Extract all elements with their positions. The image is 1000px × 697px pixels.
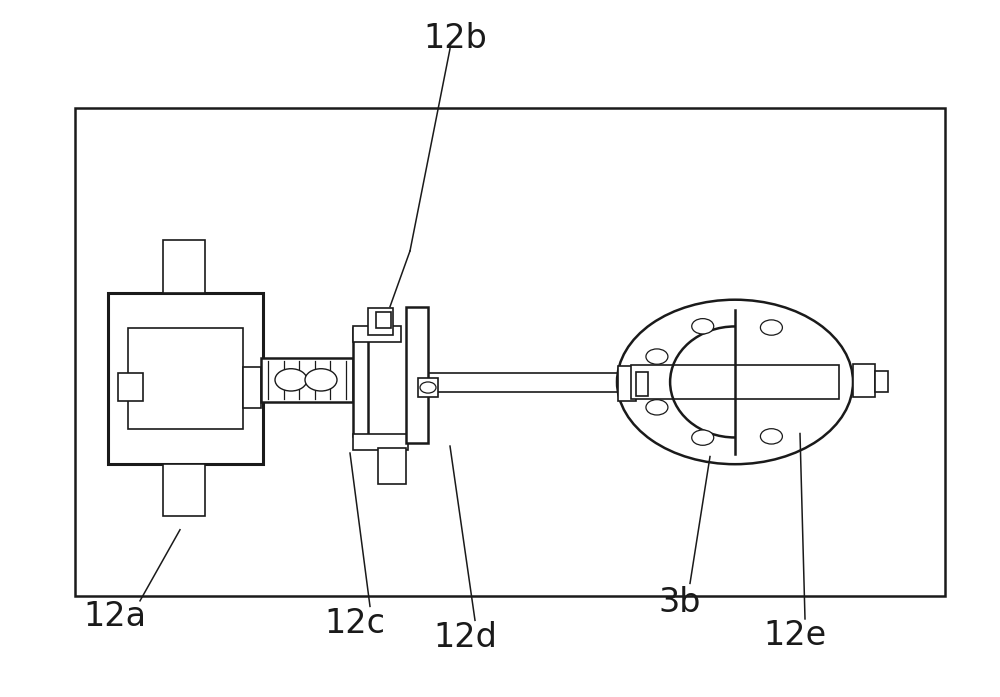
Bar (75, 108, 945, 596)
Circle shape (617, 300, 853, 464)
Text: 12c: 12c (324, 607, 386, 641)
Bar (243, 367, 261, 408)
Bar (418, 378, 438, 397)
Bar (631, 365, 839, 399)
Circle shape (692, 430, 714, 445)
Bar (376, 312, 391, 328)
Bar (406, 307, 428, 443)
Circle shape (646, 349, 668, 365)
Bar (853, 364, 875, 397)
Bar (353, 326, 401, 342)
Bar (353, 328, 368, 436)
Bar (108, 293, 263, 464)
Circle shape (275, 369, 307, 391)
Bar (163, 464, 205, 516)
Circle shape (760, 429, 782, 444)
Text: 12b: 12b (423, 22, 487, 55)
Text: 12d: 12d (433, 621, 497, 654)
Circle shape (760, 320, 782, 335)
Bar (163, 240, 205, 293)
Bar (128, 328, 243, 429)
Bar (618, 366, 636, 401)
Bar (368, 308, 393, 335)
Circle shape (420, 382, 436, 393)
Bar (353, 434, 408, 450)
Circle shape (305, 369, 337, 391)
Bar (261, 358, 353, 402)
Text: 12a: 12a (84, 600, 146, 634)
Bar (875, 371, 888, 392)
Text: 3b: 3b (659, 586, 701, 620)
Circle shape (692, 319, 714, 334)
Bar (636, 372, 648, 396)
Bar (428, 373, 623, 392)
Bar (416, 369, 428, 397)
Bar (378, 448, 406, 484)
Text: 12e: 12e (763, 619, 827, 652)
Bar (118, 373, 143, 401)
Circle shape (646, 399, 668, 415)
